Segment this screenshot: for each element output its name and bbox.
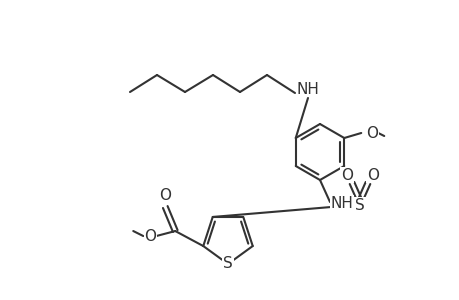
Text: O: O	[365, 125, 377, 140]
Text: O: O	[366, 167, 378, 182]
Text: S: S	[223, 256, 232, 272]
Text: O: O	[159, 188, 171, 202]
Text: O: O	[340, 167, 352, 182]
Text: O: O	[144, 229, 156, 244]
Text: NH: NH	[330, 196, 353, 211]
Text: NH: NH	[296, 82, 319, 97]
Text: S: S	[354, 197, 364, 212]
